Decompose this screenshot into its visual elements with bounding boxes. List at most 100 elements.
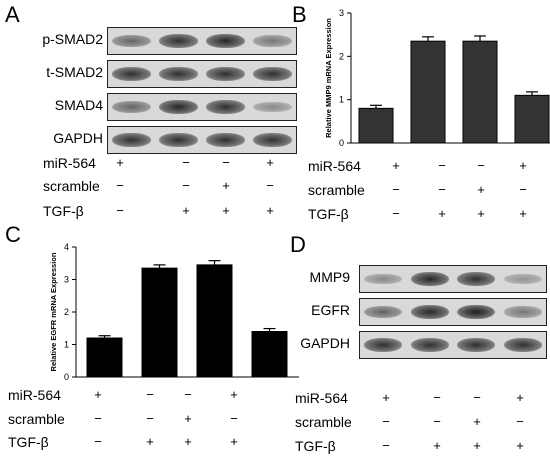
condition-label: miR-564: [295, 390, 348, 406]
condition-sign: +: [146, 434, 154, 449]
blot-band: [159, 34, 198, 48]
y-tick-label: 0: [64, 372, 69, 382]
condition-sign: +: [222, 178, 230, 193]
condition-sign: −: [438, 182, 446, 197]
condition-label: miR-564: [8, 387, 61, 403]
blot-strip: [359, 298, 547, 326]
condition-sign: +: [477, 182, 485, 197]
condition-sign: −: [230, 411, 238, 426]
condition-sign: +: [182, 203, 190, 218]
blot-label: SMAD4: [54, 97, 103, 113]
bar: [141, 267, 178, 378]
blot-band: [457, 272, 496, 286]
condition-sign: +: [473, 414, 481, 429]
condition-sign: +: [184, 434, 192, 449]
y-tick-label: 3: [339, 8, 344, 18]
condition-sign: −: [146, 387, 154, 402]
condition-sign: −: [266, 178, 274, 193]
blot-band: [253, 133, 292, 147]
condition-sign: −: [392, 182, 400, 197]
condition-sign: +: [392, 158, 400, 173]
blot-strip: [107, 27, 297, 55]
condition-sign: +: [266, 155, 274, 170]
condition-sign: +: [222, 203, 230, 218]
y-tick-label: 2: [64, 307, 69, 317]
condition-sign: +: [516, 390, 524, 405]
condition-sign: +: [230, 387, 238, 402]
condition-label: scramble: [295, 414, 352, 430]
blot-label: t-SMAD2: [46, 64, 103, 80]
condition-sign: +: [116, 155, 124, 170]
condition-sign: −: [473, 390, 481, 405]
blot-band: [410, 338, 449, 352]
y-tick-label: 1: [339, 95, 344, 105]
blot-band: [159, 100, 198, 114]
condition-label: TGF-β: [295, 438, 336, 454]
blot-band: [159, 133, 198, 147]
panel-letter-c: C: [5, 222, 21, 247]
blot-label: GAPDH: [300, 335, 350, 351]
blot-band: [253, 67, 292, 81]
bar: [410, 40, 446, 144]
blot-label: EGFR: [311, 302, 350, 318]
condition-sign: −: [438, 158, 446, 173]
blot-band: [112, 35, 151, 47]
condition-label: scramble: [308, 182, 365, 198]
blot-strip: [359, 265, 547, 293]
condition-label: miR-564: [308, 158, 361, 174]
panel-letter-a: A: [5, 2, 20, 27]
condition-sign: −: [146, 411, 154, 426]
condition-sign: −: [433, 390, 441, 405]
condition-sign: −: [222, 155, 230, 170]
y-axis-label: Relative MMP9 mRNA Expression: [324, 18, 333, 138]
blot-band: [364, 273, 403, 285]
blot-band: [253, 35, 292, 47]
blot-strip: [107, 126, 297, 154]
condition-label: scramble: [8, 411, 65, 427]
condition-sign: −: [94, 434, 102, 449]
blot-band: [112, 133, 151, 147]
condition-sign: −: [516, 414, 524, 429]
condition-sign: −: [116, 203, 124, 218]
bar: [251, 331, 288, 378]
blot-strip: [107, 93, 297, 121]
condition-label: TGF-β: [308, 206, 349, 222]
blot-band: [364, 306, 403, 318]
condition-sign: +: [473, 438, 481, 453]
condition-sign: +: [519, 158, 527, 173]
y-tick-label: 1: [64, 340, 69, 350]
condition-sign: +: [433, 438, 441, 453]
condition-sign: +: [382, 390, 390, 405]
y-tick-label: 0: [339, 138, 344, 148]
condition-sign: −: [94, 411, 102, 426]
condition-sign: −: [477, 158, 485, 173]
condition-sign: +: [516, 438, 524, 453]
condition-sign: −: [433, 414, 441, 429]
blot-label: GAPDH: [53, 130, 103, 146]
condition-sign: +: [477, 206, 485, 221]
y-tick-label: 3: [64, 275, 69, 285]
panel-letter-b: B: [292, 2, 307, 27]
blot-band: [457, 338, 496, 352]
y-tick-label: 2: [339, 51, 344, 61]
condition-sign: −: [382, 414, 390, 429]
y-tick-label: 4: [64, 242, 69, 252]
panel-letter-d: D: [290, 232, 306, 257]
condition-sign: −: [519, 182, 527, 197]
blot-label: p-SMAD2: [42, 31, 103, 47]
blot-band: [503, 306, 542, 318]
condition-sign: −: [182, 155, 190, 170]
bar: [86, 337, 123, 378]
condition-sign: −: [392, 206, 400, 221]
condition-label: miR-564: [43, 155, 96, 171]
condition-sign: +: [230, 434, 238, 449]
condition-sign: +: [438, 206, 446, 221]
condition-sign: −: [184, 387, 192, 402]
blot-band: [503, 338, 542, 352]
blot-band: [206, 100, 245, 114]
blot-band: [457, 304, 496, 319]
blot-strip: [359, 331, 547, 359]
condition-sign: +: [94, 387, 102, 402]
